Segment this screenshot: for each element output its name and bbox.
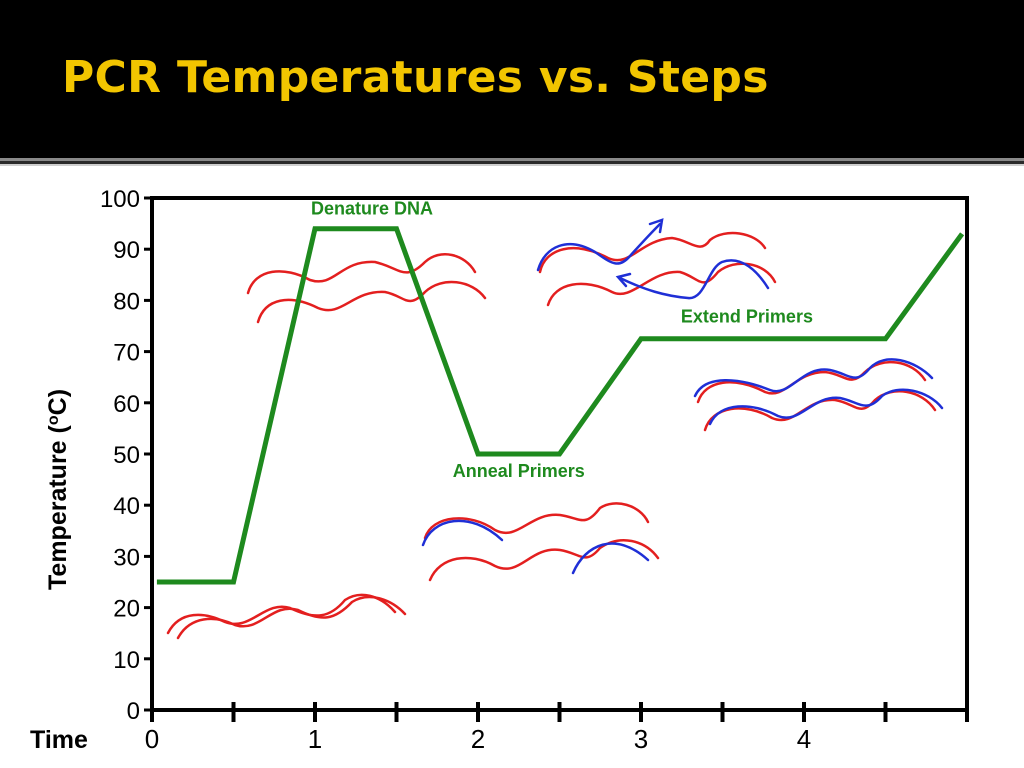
strand-annealed-bottom: [428, 539, 660, 582]
x-tick-label: 2: [471, 724, 485, 754]
strand-extending-bottom: [546, 262, 777, 307]
x-tick-label: 1: [308, 724, 322, 754]
y-axis-title-end: C): [44, 389, 72, 415]
dna-strands-extending: [536, 218, 777, 307]
strand-initial-top: [166, 593, 397, 635]
strand-initial-bottom: [176, 595, 407, 640]
y-tick-label: 10: [113, 647, 140, 674]
x-axis-title: Time: [30, 726, 88, 754]
new-strand-bottom: [618, 259, 770, 300]
slide-title: PCR Temperatures vs. Steps: [62, 52, 769, 103]
strand-extended-bottom-red: [703, 390, 937, 432]
annotation-label: Extend Primers: [681, 306, 813, 326]
strand-denatured-top: [246, 253, 477, 295]
annotation-label: Anneal Primers: [453, 461, 585, 481]
y-tick-label: 80: [113, 288, 140, 315]
y-axis: 0 10 20 30 40 50 60 70 80 90 100: [100, 186, 152, 725]
y-tick-label: 90: [113, 237, 140, 264]
strand-extending-top: [538, 231, 767, 274]
dna-strands-annealed: [421, 502, 660, 582]
new-strand-top: [536, 222, 662, 272]
y-tick-label: 60: [113, 391, 140, 418]
strand-denatured-bottom: [256, 280, 487, 324]
strand-annealed-top: [423, 502, 650, 540]
y-tick-label: 30: [113, 544, 140, 571]
title-divider: [0, 158, 1024, 161]
dna-strands-denatured: [246, 253, 487, 324]
title-divider-light: [0, 164, 1024, 166]
strand-extended-top-blue: [693, 358, 934, 398]
y-tick-label: 40: [113, 493, 140, 520]
y-axis-title-sup: o: [45, 415, 62, 425]
x-tick-label: 0: [145, 724, 159, 754]
primer-bottom: [571, 542, 650, 575]
y-tick-label: 0: [127, 698, 140, 725]
x-axis: 0 1 2 3 4: [145, 702, 969, 754]
dna-strands-extended: [693, 358, 944, 432]
y-tick-label: 50: [113, 442, 140, 469]
arrowhead-top: [648, 218, 664, 234]
annotation-label: Denature DNA: [311, 198, 433, 218]
y-tick-label: 100: [100, 186, 140, 213]
y-tick-label: 20: [113, 596, 140, 623]
temperature-profile-line: [156, 226, 965, 585]
x-tick-label: 3: [634, 724, 648, 754]
title-bar: PCR Temperatures vs. Steps: [0, 0, 1024, 158]
title-divider-dark: [0, 161, 1024, 164]
y-tick-label: 70: [113, 340, 140, 367]
step-annotations: Denature DNA Anneal Primers Extend Primers: [311, 198, 813, 481]
x-tick-label: 4: [797, 724, 811, 754]
y-axis-title-main: Temperature (: [44, 424, 72, 590]
dna-strands-initial: [166, 593, 407, 640]
strand-extended-top-red: [696, 360, 927, 404]
y-axis-title: Temperature (oC): [44, 389, 72, 590]
strand-extended-bottom-blue: [708, 388, 944, 426]
arrowhead-bottom: [615, 272, 632, 288]
primer-top: [421, 519, 504, 547]
